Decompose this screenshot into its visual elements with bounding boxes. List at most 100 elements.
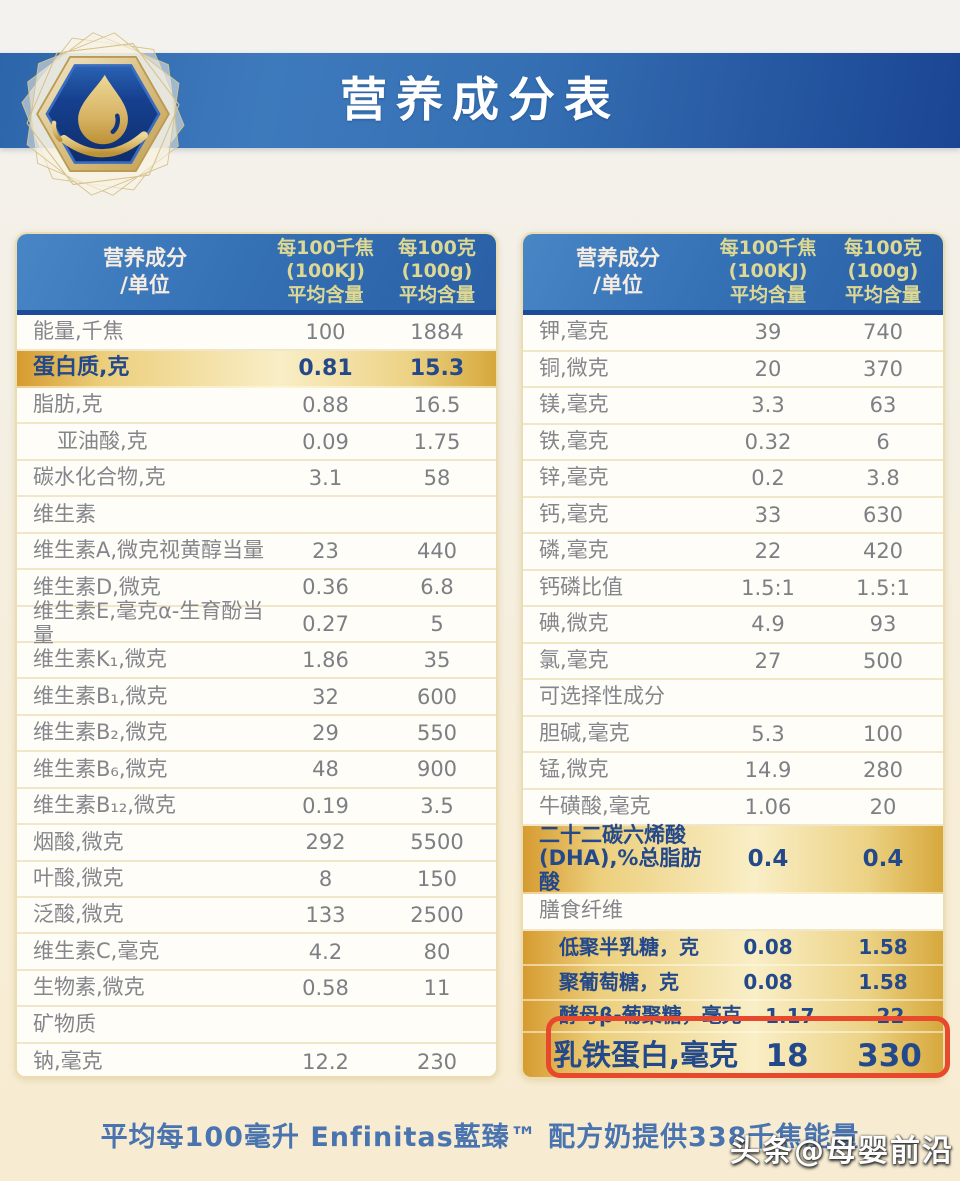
value-per-100kj: 0.09: [302, 429, 349, 454]
water-drop-icon: [51, 74, 148, 158]
value-per-100g: 740: [862, 320, 904, 345]
value-per-100g: 22: [876, 1003, 905, 1028]
table-row: 钠,毫克 12.2 230: [17, 1043, 496, 1076]
table-row: 叶酸,微克 8 150: [17, 861, 496, 898]
value-per-100g: 900: [416, 757, 458, 782]
table-row: 矿物质: [17, 1007, 496, 1044]
row-label: 叶酸,微克: [33, 866, 124, 891]
table-row: 烟酸,微克 292 5500: [17, 825, 496, 862]
value-per-100kj: 0.88: [302, 393, 349, 418]
value-per-100kj: 48: [312, 757, 339, 782]
value-per-100kj: 20: [754, 356, 782, 381]
table-row: 聚葡萄糖，克 0.08 1.58: [523, 965, 943, 1001]
table-row: 膳食纤维: [523, 894, 943, 931]
table-row: 钙,毫克 33 630: [523, 497, 943, 534]
row-label: 维生素B₆,微克: [33, 756, 168, 781]
row-label: 维生素: [33, 501, 96, 526]
value-per-100kj: 0.2: [751, 466, 785, 491]
value-per-100g: 20: [869, 794, 897, 819]
row-label: 维生素E,毫克α-生育酚当量: [33, 599, 264, 647]
value-per-100kj: 18: [765, 1037, 809, 1074]
value-per-100g: 6.8: [420, 575, 454, 600]
page-title: 营养成分表: [340, 73, 620, 128]
row-label: 维生素A,微克视黄醇当量: [33, 538, 265, 563]
value-per-100g: 11: [423, 976, 451, 1001]
row-label: 亚油酸,克: [57, 428, 148, 453]
row-label: 膳食纤维: [539, 898, 623, 923]
value-per-100kj: 1.86: [302, 648, 349, 673]
value-per-100g: 5: [430, 611, 444, 636]
table-row: 镁,毫克 3.3 63: [523, 388, 943, 425]
value-per-100kj: 14.9: [744, 758, 792, 783]
value-per-100g: 58: [423, 465, 451, 490]
value-per-100g: 280: [862, 758, 904, 783]
table-row: 维生素B₂,微克 29 550: [17, 715, 496, 753]
row-label: 乳铁蛋白,毫克: [553, 1038, 739, 1073]
row-label: 生物素,微克: [33, 975, 145, 1000]
value-per-100g: 2500: [410, 903, 464, 928]
row-label: 镁,毫克: [539, 392, 609, 417]
row-label: 能量,千焦: [33, 319, 124, 344]
table-header: 营养成分 /单位 每100千焦 (100KJ) 平均含量 每100克 (100g…: [523, 234, 943, 315]
row-label: 矿物质: [33, 1011, 96, 1036]
value-per-100kj: 5.3: [751, 721, 785, 746]
row-label: 钠,毫克: [33, 1049, 103, 1074]
value-per-100g: 1.58: [858, 970, 908, 994]
lactoferrin-highlight-box: [546, 1016, 950, 1078]
value-per-100kj: 27: [754, 648, 782, 673]
value-per-100g: 500: [862, 648, 904, 673]
value-per-100kj: 32: [312, 684, 339, 709]
row-label: 低聚半乳糖，克: [559, 934, 699, 959]
value-per-100kj: 100: [305, 320, 346, 345]
table-row: 维生素D,微克 0.36 6.8: [17, 570, 496, 607]
table-row: 铁,毫克 0.32 6: [523, 424, 943, 461]
header-per-100g: 每100克 (100g) 平均含量: [844, 237, 922, 306]
value-per-100kj: 3.3: [751, 393, 785, 418]
table-row: 维生素: [17, 497, 496, 534]
row-label: 泛酸,微克: [33, 902, 124, 927]
row-label: 锰,微克: [539, 757, 609, 782]
row-label: 二十二碳六烯酸 (DHA),%总脂肪酸: [539, 822, 702, 894]
value-per-100kj: 29: [312, 721, 339, 746]
nutrition-table-left: 营养成分 /单位 每100千焦 (100KJ) 平均含量 每100克 (100g…: [15, 232, 498, 1078]
row-label: 锌,毫克: [539, 465, 609, 490]
row-label: 可选择性成分: [539, 684, 665, 709]
value-per-100kj: 292: [305, 830, 346, 855]
value-per-100g: 80: [423, 939, 451, 964]
value-per-100g: 6: [876, 429, 890, 454]
table-body: 能量,千焦 100 1884 蛋白质,克 0.81 15.3 脂肪,克 0.88 16.5 亚油酸…: [17, 315, 496, 1076]
header-per-100kj: 每100千焦 (100KJ) 平均含量: [719, 237, 817, 306]
watermark-toutiao: 头条@母婴前沿: [730, 1134, 954, 1169]
row-label: 脂肪,克: [33, 392, 103, 417]
value-per-100kj: 1.5:1: [741, 575, 795, 600]
value-per-100g: 16.5: [413, 393, 461, 418]
value-per-100kj: 4.9: [751, 612, 785, 637]
table-row: 可选择性成分: [523, 680, 943, 717]
value-per-100g: 15.3: [409, 356, 465, 382]
row-label: 蛋白质,克: [33, 355, 130, 381]
row-label: 维生素K₁,微克: [33, 647, 167, 672]
table-row: 磷,毫克 22 420: [523, 534, 943, 571]
header-component: 营养成分 /单位: [576, 245, 660, 297]
water-drop-badge-icon: [21, 32, 185, 196]
table-row: 生物素,微克 0.58 11: [17, 970, 496, 1008]
header-per-100g: 每100克 (100g) 平均含量: [398, 237, 476, 306]
value-per-100g: 440: [416, 538, 458, 563]
value-per-100kj: 0.08: [743, 935, 793, 959]
table-row: 牛磺酸,毫克 1.06 20: [523, 789, 943, 826]
row-label: 铜,微克: [539, 355, 609, 380]
value-per-100kj: 22: [754, 539, 782, 564]
value-per-100kj: 8: [318, 866, 333, 891]
table-row: 钾,毫克 39 740: [523, 315, 943, 352]
value-per-100g: 630: [862, 502, 904, 527]
row-label: 胆碱,毫克: [539, 720, 630, 745]
value-per-100kj: 133: [305, 903, 346, 928]
value-per-100g: 63: [869, 393, 897, 418]
value-per-100kj: 12.2: [302, 1049, 349, 1074]
table-row: 维生素A,微克视黄醇当量 23 440: [17, 533, 496, 571]
table-row: 低聚半乳糖，克 0.08 1.58: [523, 930, 943, 966]
value-per-100kj: 33: [754, 502, 782, 527]
row-label: 钾,毫克: [539, 319, 609, 344]
table-row: 维生素B₁,微克 32 600: [17, 679, 496, 716]
